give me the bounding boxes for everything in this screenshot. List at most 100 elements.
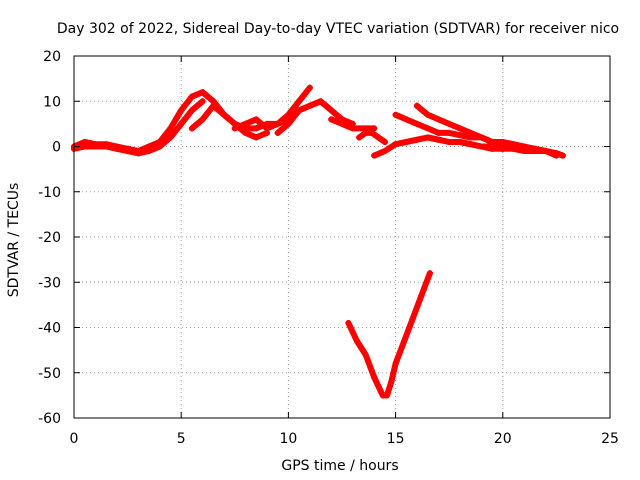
data-point-satellite-track-k-0 xyxy=(424,134,431,141)
y-tick-label-7: -50 xyxy=(38,366,61,382)
data-point-satellite-track-e-0 xyxy=(274,129,281,136)
data-point-satellite-track-j-9 xyxy=(510,141,517,148)
data-point-satellite-track-b-1 xyxy=(81,143,88,150)
data-point-satellite-track-j-10 xyxy=(521,143,528,150)
data-point-satellite-track-dip-9 xyxy=(409,315,416,322)
data-point-satellite-track-j-2 xyxy=(435,116,442,123)
data-point-satellite-track-b-11 xyxy=(188,107,195,114)
data-point-satellite-track-k-1 xyxy=(435,136,442,143)
x-tick-label-5: 25 xyxy=(601,431,619,447)
data-point-satellite-track-k-6 xyxy=(489,145,496,152)
data-point-satellite-track-k-4 xyxy=(467,141,474,148)
series-points-satellite-track-j xyxy=(414,102,566,159)
data-point-satellite-track-dip-10 xyxy=(418,292,425,299)
y-tick-label-5: -30 xyxy=(38,275,61,291)
data-point-satellite-track-d-6 xyxy=(296,98,303,105)
data-point-satellite-track-j-11 xyxy=(531,145,538,152)
data-point-satellite-track-b-2 xyxy=(92,143,99,150)
data-point-satellite-track-a-9 xyxy=(167,125,174,132)
data-point-satellite-track-g-4 xyxy=(381,138,388,145)
series-layer xyxy=(71,84,566,399)
data-point-satellite-track-j-12 xyxy=(542,148,549,155)
y-tick-label-1: 10 xyxy=(43,94,61,110)
data-point-satellite-track-dip-3 xyxy=(371,374,378,381)
grid-layer xyxy=(74,56,610,418)
data-point-satellite-track-b-10 xyxy=(178,120,185,127)
data-point-satellite-track-e-3 xyxy=(306,102,313,109)
x-tick-label-1: 5 xyxy=(177,431,186,447)
data-point-satellite-track-k-5 xyxy=(478,143,485,150)
y-tick-label-6: -40 xyxy=(38,321,61,337)
data-point-satellite-track-a-17 xyxy=(253,134,260,141)
data-point-satellite-track-a-10 xyxy=(178,107,185,114)
data-point-satellite-track-dip-5 xyxy=(384,392,391,399)
data-point-satellite-track-k-3 xyxy=(456,138,463,145)
y-tick-label-0: 20 xyxy=(43,49,61,65)
data-point-satellite-track-b-6 xyxy=(135,150,142,157)
data-point-satellite-track-dip-1 xyxy=(354,338,361,345)
data-point-satellite-track-a-12 xyxy=(199,89,206,96)
data-point-satellite-track-j-1 xyxy=(424,111,431,118)
data-point-satellite-track-j-8 xyxy=(499,138,506,145)
data-point-satellite-track-g-1 xyxy=(362,129,369,136)
data-point-satellite-track-g-2 xyxy=(369,129,376,136)
data-point-satellite-track-h-0 xyxy=(371,152,378,159)
series-points-satellite-track-e xyxy=(274,98,356,136)
data-point-satellite-track-j-6 xyxy=(478,134,485,141)
data-point-satellite-track-i-3 xyxy=(424,125,431,132)
data-point-satellite-track-d-1 xyxy=(242,120,249,127)
x-tick-label-0: 0 xyxy=(70,431,79,447)
series-points-satellite-track-dip xyxy=(345,270,433,399)
data-point-satellite-track-b-4 xyxy=(113,145,120,152)
data-point-satellite-track-d-4 xyxy=(274,120,281,127)
data-point-satellite-track-f-0 xyxy=(328,116,335,123)
data-point-satellite-track-c-0 xyxy=(188,125,195,132)
data-point-satellite-track-h-2 xyxy=(392,141,399,148)
data-point-satellite-track-d-5 xyxy=(285,111,292,118)
data-point-satellite-track-dip-8 xyxy=(401,338,408,345)
data-point-satellite-track-j-0 xyxy=(414,102,421,109)
data-point-satellite-track-f-4 xyxy=(371,125,378,132)
data-point-satellite-track-dip-7 xyxy=(392,360,399,367)
y-axis-label: SDTVAR / TECUs xyxy=(6,183,22,298)
data-point-satellite-track-e-4 xyxy=(317,98,324,105)
data-point-satellite-track-g-0 xyxy=(356,134,363,141)
data-point-satellite-track-k-7 xyxy=(499,145,506,152)
y-tick-label-8: -60 xyxy=(38,411,61,427)
data-point-satellite-track-d-2 xyxy=(253,116,260,123)
series-points-satellite-track-d xyxy=(231,84,313,132)
data-point-satellite-track-dip-6 xyxy=(388,378,395,385)
data-point-satellite-track-h-3 xyxy=(403,138,410,145)
data-point-satellite-track-b-3 xyxy=(103,143,110,150)
data-point-satellite-track-k-2 xyxy=(446,138,453,145)
data-point-satellite-track-e-2 xyxy=(296,107,303,114)
y-tick-label-2: 0 xyxy=(52,140,61,156)
data-point-satellite-track-dip-2 xyxy=(362,351,369,358)
data-point-satellite-track-c-2 xyxy=(210,102,217,109)
data-point-satellite-track-d-7 xyxy=(306,84,313,91)
x-tick-label-2: 10 xyxy=(279,431,297,447)
data-point-satellite-track-e-5 xyxy=(328,107,335,114)
data-point-satellite-track-i-1 xyxy=(403,116,410,123)
data-point-satellite-track-dip-0 xyxy=(345,319,352,326)
data-point-satellite-track-c-1 xyxy=(199,116,206,123)
data-point-satellite-track-i-4 xyxy=(435,129,442,136)
data-point-satellite-track-j-3 xyxy=(446,120,453,127)
x-tick-label-4: 20 xyxy=(494,431,512,447)
series-line-satellite-track-dip xyxy=(345,270,433,399)
data-point-satellite-track-i-2 xyxy=(414,120,421,127)
data-point-satellite-track-i-6 xyxy=(456,132,463,139)
y-tick-label-4: -20 xyxy=(38,230,61,246)
data-point-satellite-track-e-1 xyxy=(285,120,292,127)
tick-layer: 0 5 10 15 20 25 20 10 0 -10 -20 -30 -40 -50 -60 xyxy=(38,49,619,447)
data-point-satellite-track-g-3 xyxy=(375,134,382,141)
data-point-satellite-track-c-6 xyxy=(253,125,260,132)
data-point-satellite-track-i-0 xyxy=(392,111,399,118)
series-points-satellite-track-g xyxy=(356,129,388,145)
data-point-satellite-track-c-3 xyxy=(221,111,228,118)
data-point-satellite-track-b-7 xyxy=(146,148,153,155)
data-point-satellite-track-b-8 xyxy=(156,143,163,150)
series-points-satellite-track-k xyxy=(424,134,506,152)
data-point-satellite-track-a-11 xyxy=(188,93,195,100)
